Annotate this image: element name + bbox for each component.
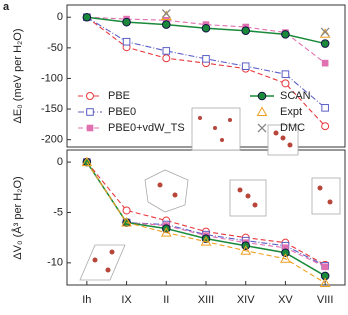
legend-label: DMC bbox=[280, 122, 305, 134]
y-axis-label: ΔE₀ (meV per H₂O) bbox=[12, 28, 24, 123]
data-point bbox=[162, 54, 171, 63]
data-point bbox=[162, 47, 171, 55]
legend-label: PBE0+vdW_TS bbox=[108, 122, 185, 134]
data-point bbox=[201, 23, 211, 33]
data-point bbox=[161, 20, 171, 29]
y-tick-label: 0 bbox=[57, 11, 63, 23]
y-tick-label: -150 bbox=[41, 103, 63, 115]
panel-label: a bbox=[3, 1, 10, 13]
y-tick-label: 0 bbox=[57, 156, 63, 168]
y-tick-label: -100 bbox=[41, 72, 63, 84]
data-point bbox=[160, 227, 172, 237]
data-point bbox=[241, 62, 250, 71]
data-point bbox=[321, 59, 329, 67]
data-point bbox=[281, 30, 290, 39]
data-point bbox=[240, 245, 252, 255]
legend-marker bbox=[257, 91, 267, 101]
y-tick-label: -200 bbox=[41, 134, 63, 146]
data-point bbox=[320, 271, 330, 281]
data-point bbox=[121, 217, 132, 227]
legend-label: PBE0 bbox=[108, 106, 136, 118]
legend-marker bbox=[86, 92, 94, 100]
legend-marker bbox=[86, 124, 94, 132]
y-axis-label: ΔV₀ (Å³ per H₂O) bbox=[11, 176, 24, 259]
data-point bbox=[122, 17, 131, 27]
series-line bbox=[86, 161, 326, 284]
data-point bbox=[200, 236, 212, 246]
x-tick-label: Ih bbox=[82, 294, 91, 306]
legend-label: SCAN bbox=[280, 90, 311, 102]
data-point bbox=[319, 28, 331, 38]
data-point bbox=[281, 79, 290, 88]
data-point bbox=[320, 27, 330, 37]
x-tick-label: II bbox=[163, 294, 169, 306]
legend-label: PBE bbox=[108, 90, 130, 102]
x-tick-label: XIV bbox=[237, 294, 255, 306]
x-tick-label: IX bbox=[121, 294, 132, 306]
series-line bbox=[86, 161, 326, 277]
data-point bbox=[202, 55, 210, 63]
data-point bbox=[122, 206, 131, 215]
x-tick-label: XIII bbox=[198, 294, 215, 306]
legend-label: Expt bbox=[280, 106, 302, 118]
data-point bbox=[321, 263, 329, 271]
data-point bbox=[282, 244, 289, 252]
data-point bbox=[321, 122, 330, 131]
data-point bbox=[81, 156, 93, 167]
y-tick-label: -10 bbox=[47, 257, 63, 269]
x-tick-label: XV bbox=[278, 294, 293, 306]
data-point bbox=[280, 253, 291, 263]
data-point bbox=[281, 70, 290, 78]
data-point bbox=[122, 37, 131, 46]
legend-marker bbox=[257, 123, 267, 133]
structure-images bbox=[79, 107, 341, 281]
legend-marker bbox=[86, 108, 94, 116]
data-point bbox=[319, 277, 331, 287]
data-point bbox=[82, 12, 92, 22]
x-tick-label: VIII bbox=[317, 294, 334, 306]
data-point bbox=[320, 39, 330, 48]
legend-marker bbox=[256, 106, 268, 116]
data-point bbox=[241, 26, 251, 36]
data-point bbox=[281, 248, 290, 258]
data-point bbox=[161, 9, 171, 19]
data-point bbox=[321, 104, 329, 112]
y-tick-label: -50 bbox=[47, 42, 63, 54]
y-tick-label: -5 bbox=[53, 206, 63, 218]
